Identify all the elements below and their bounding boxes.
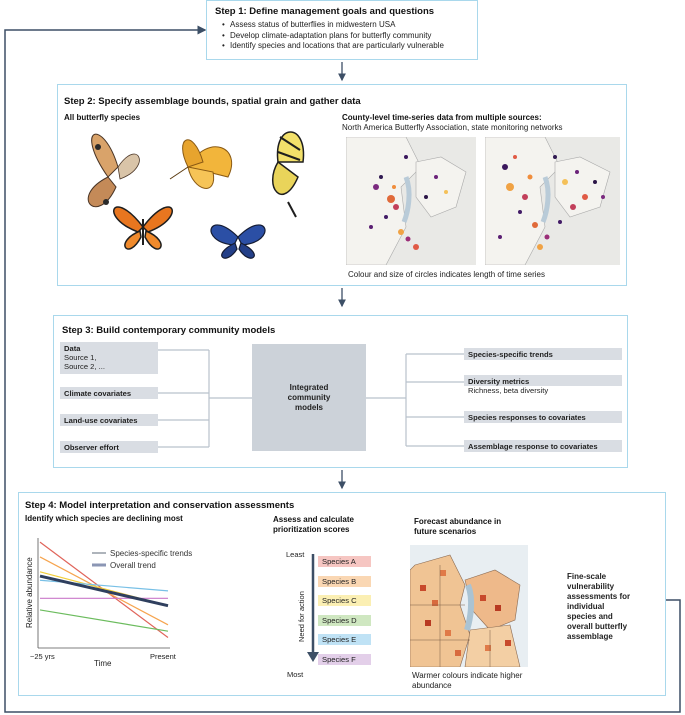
- forecast-caption-1: Warmer colours indicate higher: [412, 671, 523, 680]
- species-item: Species F: [318, 653, 371, 665]
- legend-label: Species-specific trends: [110, 549, 192, 558]
- step2-box: Step 2: Specify assemblage bounds, spati…: [57, 84, 627, 286]
- assess-title-2: prioritization scores: [273, 525, 350, 534]
- final-line: Fine-scale: [567, 572, 607, 581]
- step3-title: Step 3: Build contemporary community mod…: [62, 325, 276, 336]
- species-item: Species E: [318, 634, 371, 645]
- final-line: vulnerability: [567, 582, 615, 591]
- diversity-label: Diversity metrics: [468, 377, 530, 386]
- bullet-item: Develop climate-adaptation plans for but…: [222, 31, 444, 42]
- skipper-butterfly: [169, 139, 233, 189]
- step2-title: Step 2: Specify assemblage bounds, spati…: [64, 96, 361, 107]
- timeseries-map-1: [346, 137, 476, 265]
- bullet-item: Identify species and locations that are …: [222, 41, 444, 52]
- most-label: Most: [287, 670, 304, 679]
- data-label: Data: [64, 344, 81, 353]
- observer-effort: Observer effort: [60, 441, 158, 453]
- diversity-sub: Richness, beta diversity: [468, 386, 549, 395]
- final-line: species and: [567, 612, 613, 621]
- y-axis-label: Relative abundance: [25, 557, 34, 628]
- climate-covariates: Climate covariates: [60, 387, 158, 399]
- integrated-models: Integrated community models: [252, 344, 366, 451]
- model-connectors: [158, 349, 464, 448]
- final-line: assemblage: [567, 632, 613, 641]
- species-item: Species B: [318, 575, 371, 587]
- forecast-caption-2: abundance: [412, 681, 452, 690]
- need-for-action-label: Need for action: [297, 591, 306, 642]
- trend-chart: Species-specific trends Overall trend Re…: [25, 538, 192, 668]
- overall-trend-line: [39, 574, 169, 608]
- step1-box: Step 1: Define management goals and ques…: [206, 0, 478, 60]
- legend-label: Overall trend: [110, 561, 156, 570]
- step1-title: Step 1: Define management goals and ques…: [215, 6, 435, 17]
- forecast-title-2: future scenarios: [414, 527, 477, 536]
- priority-axis: Need for action: [297, 554, 319, 662]
- forecast-title-1: Forecast abundance in: [414, 517, 502, 526]
- butterfly-illustrations: [87, 131, 305, 259]
- diversity-metrics-output: Diversity metrics Richness, beta diversi…: [464, 375, 622, 397]
- monarch-butterfly: [113, 206, 173, 250]
- step1-bullets: Assess status of butterflies in midweste…: [221, 20, 444, 52]
- bullet-item: Assess status of butterflies in midweste…: [222, 20, 444, 31]
- center-line-2: community: [287, 392, 331, 402]
- data-input: Data Source 1, Source 2, ...: [60, 342, 158, 374]
- timeseries-map-2: [485, 137, 620, 265]
- decline-title: Identify which species are declining mos…: [25, 514, 183, 523]
- data-source-2: Source 2, ...: [64, 362, 105, 371]
- series-layer: [39, 541, 169, 639]
- final-line: individual: [567, 602, 605, 611]
- timeseries-sources: North America Butterfly Association, sta…: [342, 123, 563, 132]
- final-line: overall butterfly: [567, 622, 628, 631]
- x-axis-label: Time: [94, 659, 112, 668]
- x-tick-label: Present: [150, 652, 177, 661]
- butterflies-label: All butterfly species: [64, 113, 141, 122]
- species-responses-output: Species responses to covariates: [464, 411, 622, 423]
- least-label: Least: [286, 550, 305, 559]
- species-trend-line: [39, 609, 169, 632]
- data-circles-2: [498, 155, 605, 250]
- step4-title: Step 4: Model interpretation and conserv…: [25, 500, 295, 511]
- species-trends-output: Species-specific trends: [464, 348, 622, 360]
- species-item: Species A: [318, 556, 371, 567]
- assess-title-1: Assess and calculate: [273, 515, 354, 524]
- landuse-covariates: Land-use covariates: [60, 414, 158, 426]
- timeseries-title: County-level time-series data from multi…: [342, 113, 542, 122]
- maps-caption: Colour and size of circles indicates len…: [348, 270, 545, 279]
- species-item: Species C: [318, 595, 371, 606]
- legend: Species-specific trends Overall trend: [92, 549, 192, 570]
- abundance-cells: [420, 570, 511, 656]
- final-line: assessments for: [567, 592, 631, 601]
- final-assessment-text: Fine-scale vulnerability assessments for…: [567, 572, 657, 642]
- swallowtail-butterfly: [272, 131, 305, 218]
- center-line-3: models: [294, 402, 323, 412]
- assemblage-response-output: Assemblage response to covariates: [464, 440, 622, 452]
- data-circles-1: [369, 155, 448, 250]
- step3-box: Step 3: Build contemporary community mod…: [53, 315, 628, 468]
- painted-lady-butterfly: [87, 133, 140, 208]
- center-line-1: Integrated: [289, 382, 329, 392]
- data-source-1: Source 1,: [64, 353, 97, 362]
- forecast-map: [410, 545, 528, 667]
- species-item: Species D: [318, 614, 371, 626]
- x-tick-label: ~25 yrs: [30, 652, 55, 661]
- blue-butterfly: [210, 224, 266, 259]
